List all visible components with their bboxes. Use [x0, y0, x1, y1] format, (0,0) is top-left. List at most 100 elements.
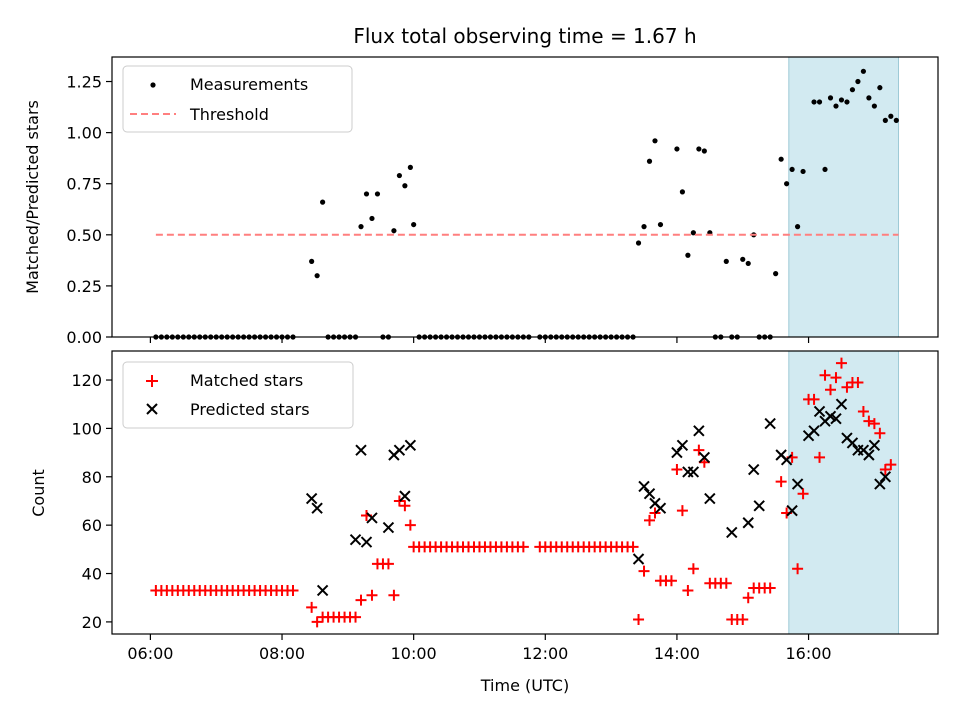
predicted-star-point — [404, 439, 417, 452]
star-count-y-tick-label: 80 — [82, 468, 102, 487]
measurement-point — [773, 271, 779, 277]
measurement-point — [855, 78, 861, 85]
matched-star-point — [868, 418, 880, 430]
flux-ratio-legend-box — [122, 65, 353, 133]
predicted-star-point — [753, 500, 765, 512]
flux-ratio-y-axis-label: Matched/Predicted stars — [23, 100, 42, 294]
legend-measurements-label: Measurements — [190, 75, 308, 94]
measurement-point — [309, 258, 315, 264]
matched-star-point — [393, 495, 405, 507]
star-count-highlight-span — [788, 350, 900, 635]
matched-star-point — [399, 500, 411, 512]
predicted-star-point — [693, 425, 705, 437]
predicted-star-point — [868, 439, 881, 452]
measurement-point — [391, 228, 397, 234]
measurement-point — [838, 97, 845, 103]
matched-star-point — [720, 577, 732, 589]
flux-ratio-y-tick-label: 0.50 — [66, 226, 102, 245]
matched-star-point — [306, 601, 318, 613]
measurement-point — [789, 166, 795, 173]
predicted-star-point — [863, 449, 875, 461]
measurement-point — [402, 183, 408, 189]
x-tick-label: 14:00 — [654, 644, 700, 663]
legend-measurements-marker — [150, 82, 156, 88]
measurement-point — [314, 273, 320, 279]
measurement-point — [860, 68, 867, 74]
measurement-point — [363, 191, 370, 197]
measurement-point — [723, 258, 729, 264]
flux-ratio-legend: Measurements Threshold — [122, 65, 353, 133]
measurement-point — [833, 103, 839, 109]
measurement-point — [657, 221, 664, 228]
predicted-star-point — [399, 490, 411, 502]
measurement-point — [822, 166, 828, 173]
predicted-star-point — [316, 584, 329, 597]
matched-star-point — [682, 584, 694, 596]
predicted-star-point — [643, 488, 656, 500]
star-count-legend: Matched stars Predicted stars — [122, 361, 354, 429]
matched-star-point — [671, 464, 683, 476]
measurement-point — [674, 146, 680, 152]
x-tick-label: 08:00 — [259, 644, 305, 663]
predicted-star-point — [393, 444, 406, 456]
predicted-star-point — [638, 480, 650, 493]
measurement-point — [407, 164, 413, 170]
matched-star-point — [517, 541, 529, 553]
predicted-star-point — [687, 466, 700, 478]
measurement-point — [811, 99, 817, 105]
matched-star-point — [857, 405, 869, 417]
star-count-y-tick-label: 120 — [71, 371, 102, 390]
flux-ratio-y-tick-label: 0.00 — [66, 328, 102, 347]
x-tick-label: 16:00 — [786, 644, 832, 663]
measurement-point — [396, 172, 402, 179]
measurement-point — [652, 138, 658, 144]
chart-title: Flux total observing time = 1.67 h — [353, 24, 696, 48]
predicted-star-point — [676, 439, 689, 452]
flux-ratio-y-tick-label: 1.25 — [66, 73, 102, 92]
legend-threshold-label: Threshold — [189, 105, 269, 124]
matched-star-point — [824, 384, 836, 396]
matched-star-point — [355, 594, 367, 606]
measurement-point — [369, 215, 375, 222]
measurement-point — [690, 230, 696, 236]
predicted-star-point — [671, 446, 683, 459]
predicted-star-point — [835, 398, 848, 410]
predicted-star-point — [786, 504, 798, 517]
flux-ratio-highlight-span — [788, 56, 900, 338]
matched-star-point — [885, 459, 897, 471]
predicted-star-point — [366, 512, 378, 524]
star-count-y-axis-label: Count — [29, 469, 48, 517]
star-count-y-tick-label: 100 — [71, 419, 102, 438]
matched-star-point — [649, 507, 661, 519]
measurement-point — [871, 103, 877, 109]
matched-star-point — [737, 613, 749, 625]
matched-star-point — [693, 444, 705, 456]
matched-star-point — [808, 393, 820, 405]
measurement-point — [893, 117, 899, 123]
star-count-y-tick-label: 20 — [82, 613, 102, 632]
predicted-star-point — [382, 521, 395, 534]
predicted-star-point — [808, 425, 820, 437]
predicted-star-point — [874, 478, 886, 490]
matched-star-point — [874, 427, 886, 439]
matched-star-point — [792, 563, 804, 575]
measurement-point — [800, 168, 806, 175]
predicted-star-point — [682, 466, 694, 478]
measurement-point — [411, 221, 417, 228]
matched-star-point — [404, 519, 416, 531]
predicted-star-point — [704, 492, 716, 505]
predicted-star-point — [349, 533, 362, 546]
flux-ratio-panel: 0.00 0.25 0.50 0.75 1.00 1.25 Matched/Predict… — [23, 56, 939, 347]
measurement-point — [320, 199, 326, 205]
matched-star-point — [797, 488, 809, 500]
matched-star-point — [764, 582, 776, 594]
predicted-star-point — [305, 492, 318, 505]
x-axis-label: Time (UTC) — [480, 676, 569, 695]
predicted-star-point — [698, 451, 711, 464]
measurement-point — [740, 256, 746, 262]
measurement-point — [849, 87, 856, 93]
measurement-point — [696, 146, 702, 152]
matched-star-point — [366, 589, 378, 601]
flux-ratio-y-tick-label: 0.25 — [66, 277, 102, 296]
matched-star-point — [819, 369, 831, 381]
